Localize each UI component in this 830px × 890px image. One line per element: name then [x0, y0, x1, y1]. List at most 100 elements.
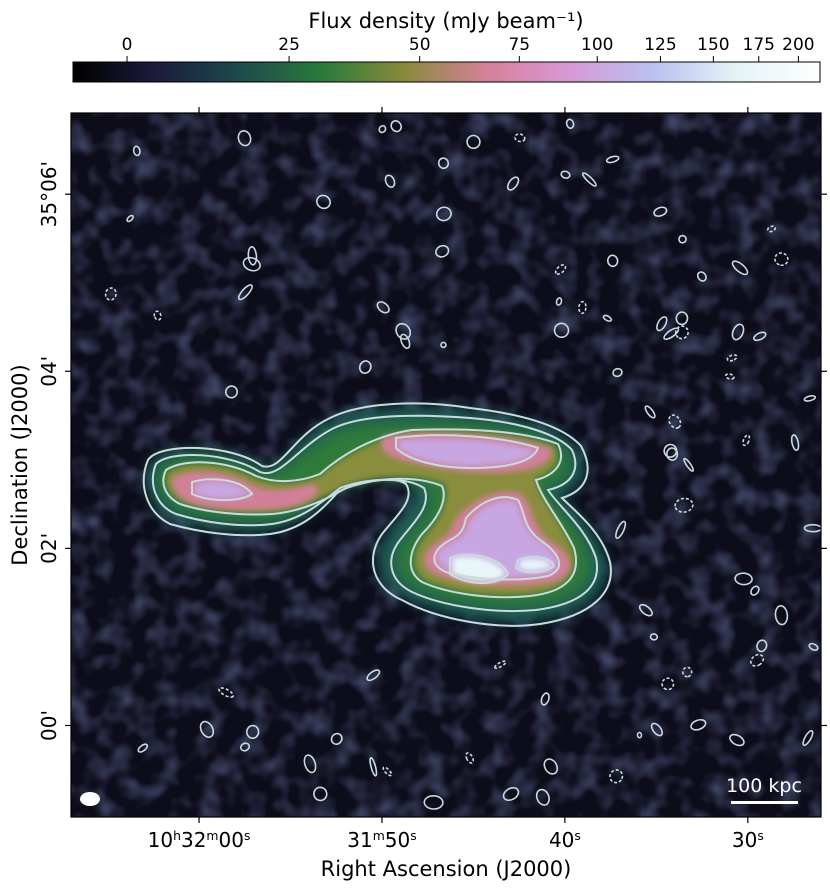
noise-contour [615, 520, 627, 539]
y-tick-label: 02' [37, 533, 61, 564]
noise-contour [678, 234, 687, 244]
noise-contour [696, 271, 707, 282]
noise-contour [218, 687, 235, 698]
noise-contour [808, 642, 819, 651]
y-tick-label: 00' [37, 710, 61, 741]
noise-contour [602, 314, 613, 322]
noise-contour [578, 300, 587, 315]
emission-lavender [195, 438, 558, 578]
noise-contour [668, 414, 682, 429]
x-axis-ticks: 10h32m00s 31m50s 40s 30s [148, 107, 764, 852]
noise-contour [553, 322, 570, 339]
noise-contour [750, 585, 760, 596]
noise-contour [423, 794, 444, 810]
noise-contour [502, 786, 520, 802]
noise-contour [435, 244, 450, 258]
noise-contour [376, 301, 390, 314]
image-plane: 100 kpc [71, 113, 821, 817]
colorbar-tick-label: 100 [581, 35, 613, 55]
noise-contour [395, 322, 412, 340]
noise-contour [661, 677, 675, 691]
noise-contour [636, 731, 643, 739]
noise-contour [543, 758, 559, 775]
colorbar-tick-label: 175 [743, 35, 775, 55]
emission-core [452, 555, 552, 582]
noise-contour [650, 722, 663, 737]
noise-contour [378, 124, 387, 134]
noise-contour [581, 172, 597, 187]
noise-contour [724, 373, 735, 380]
noise-contour [245, 724, 260, 739]
noise-contour [390, 120, 402, 133]
noise-contour [565, 118, 575, 130]
colorbar-tick-label: 75 [508, 35, 530, 55]
noise-contour [690, 718, 707, 731]
beam-ellipse [80, 792, 100, 806]
y-axis-label: Declination (J2000) [8, 364, 32, 565]
noise-contour [674, 497, 694, 513]
noise-contour [756, 639, 768, 653]
contour-level-1 [142, 402, 612, 627]
colorbar-tick-label: 150 [697, 35, 729, 55]
x-tick-label: 40s [549, 828, 581, 853]
noise-contour [384, 174, 396, 188]
noise-contour [104, 287, 117, 301]
noise-contour [506, 176, 520, 191]
noise-contour [554, 264, 567, 275]
colorbar-ticks: 0 25 50 75 100 125 150 175 200 [122, 35, 815, 62]
noise-contour [303, 754, 317, 774]
y-tick-label: 04' [37, 356, 61, 387]
x-tick-label: 30s [732, 828, 764, 853]
scale-bar [731, 801, 798, 804]
x-axis-label: Right Ascension (J2000) [321, 857, 572, 881]
noise-contour [731, 323, 745, 341]
noise-contour [199, 720, 215, 738]
noise-contour [612, 367, 623, 378]
noise-contour [435, 206, 452, 222]
y-tick-label: 35°06' [37, 161, 61, 227]
noise-contour [247, 246, 258, 266]
contour-level-3 [162, 428, 577, 599]
noise-contour [663, 327, 680, 341]
noise-contour [750, 653, 765, 667]
noise-contour [137, 743, 149, 753]
noise-contour [239, 742, 251, 752]
y-axis-ticks: 35°06' 04' 02' 00' [37, 161, 827, 741]
noise-contour [644, 405, 656, 419]
noise-contour [803, 394, 817, 402]
colorbar-label: Flux density (mJy beam⁻¹) [308, 9, 583, 33]
noise-contour [514, 133, 526, 143]
noise-contour [493, 660, 507, 669]
contour-level-2 [151, 414, 598, 613]
noise-contour [802, 729, 814, 747]
noise-contour [224, 385, 239, 399]
noise-contour [237, 284, 253, 301]
noise-contour [242, 256, 261, 272]
noise-contour [437, 157, 450, 170]
noise-contour [555, 297, 563, 306]
noise-contour [729, 733, 745, 747]
noise-contour [731, 260, 749, 276]
noise-contour [653, 206, 668, 217]
noise-contour [382, 766, 393, 777]
noise-contour [466, 134, 481, 150]
noise-contour [675, 311, 689, 326]
x-tick-label: 10h32m00s [148, 828, 251, 853]
colorbar-tick-label: 200 [782, 35, 814, 55]
noise-contour [753, 331, 767, 342]
contours [142, 402, 612, 627]
noise-contour [237, 130, 252, 147]
scale-bar-label: 100 kpc [726, 775, 802, 797]
colorbar-tick-label: 0 [122, 35, 133, 55]
noise-contour [153, 310, 162, 321]
noise-contour [683, 457, 695, 472]
noise-contour [465, 752, 474, 764]
noise-contour [440, 341, 447, 349]
noise-contour [313, 786, 328, 802]
noise-contour [358, 360, 372, 375]
noise-contour [560, 170, 571, 179]
x-tick-label: 31m50s [347, 828, 416, 853]
noise-contour [656, 316, 668, 332]
noise-contour [665, 447, 679, 461]
noise-contour [132, 145, 141, 157]
